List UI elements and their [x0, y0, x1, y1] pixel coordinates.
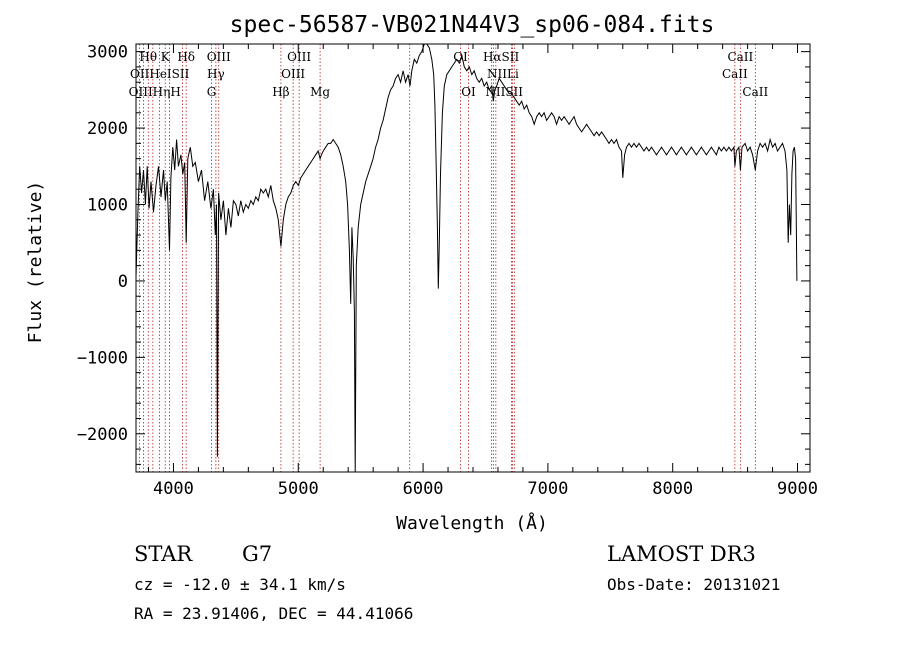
line-label: CaII [722, 67, 748, 81]
line-label: OIIIHηH [129, 85, 181, 99]
line-label: CaII [727, 50, 753, 64]
y-tick-label: 1000 [87, 196, 128, 216]
x-tick-label: 5000 [278, 479, 319, 499]
y-tick-label: 0 [118, 272, 128, 292]
y-tick-label: −2000 [77, 425, 128, 445]
chart-title: spec-56587-VB021N44V3_sp06-084.fits [230, 12, 715, 38]
line-label: Hβ [272, 85, 289, 99]
x-axis-label: Wavelength (Å) [396, 512, 548, 534]
line-label: OIII [287, 50, 311, 64]
line-label: OI [461, 85, 476, 99]
line-label: Hθ [139, 50, 157, 64]
y-tick-label: 2000 [87, 119, 128, 139]
y-axis-ticks: −2000 −1000 0 1000 2000 3000 [77, 43, 810, 465]
x-tick-label: 6000 [403, 479, 444, 499]
line-label: Hδ [177, 50, 195, 64]
line-label: K [161, 50, 171, 64]
plot-frame [135, 43, 811, 473]
line-label: OIIHeISII [130, 67, 190, 81]
x-tick-label: 8000 [652, 479, 693, 499]
line-label: Hγ [207, 67, 225, 81]
line-label: HαSII [483, 50, 520, 64]
spectrum-line [135, 43, 798, 473]
x-axis-ticks: 4000 5000 6000 7000 8000 9000 [147, 44, 818, 499]
coordinates-text: RA = 23.91406, DEC = 44.41066 [134, 604, 413, 623]
line-label: Mg [310, 85, 330, 99]
x-tick-label: 7000 [527, 479, 568, 499]
line-label: OIII [281, 67, 305, 81]
line-label: CaII [742, 85, 768, 99]
line-label: NIISII [485, 85, 523, 99]
y-tick-label: 3000 [87, 43, 128, 63]
line-label: G [207, 85, 217, 99]
object-subclass: G7 [242, 542, 272, 566]
y-tick-label: −1000 [77, 348, 128, 368]
x-tick-label: 9000 [777, 479, 818, 499]
line-label: NIILi [487, 67, 519, 81]
line-labels: Hθ K Hδ OIII OIII OI HαSII CaII OIIHeISII Hγ OIII N… [129, 50, 769, 99]
redshift-text: cz = -12.0 ± 34.1 km/s [134, 575, 346, 594]
line-label: OI [453, 50, 468, 64]
survey-name: LAMOST DR3 [607, 542, 756, 566]
x-tick-label: 4000 [153, 479, 194, 499]
y-axis-label: Flux (relative) [25, 181, 46, 344]
object-class: STAR [134, 542, 193, 566]
line-label: OIII [207, 50, 231, 64]
obs-date-text: Obs-Date: 20131021 [607, 575, 780, 594]
reference-lines [138, 44, 756, 472]
